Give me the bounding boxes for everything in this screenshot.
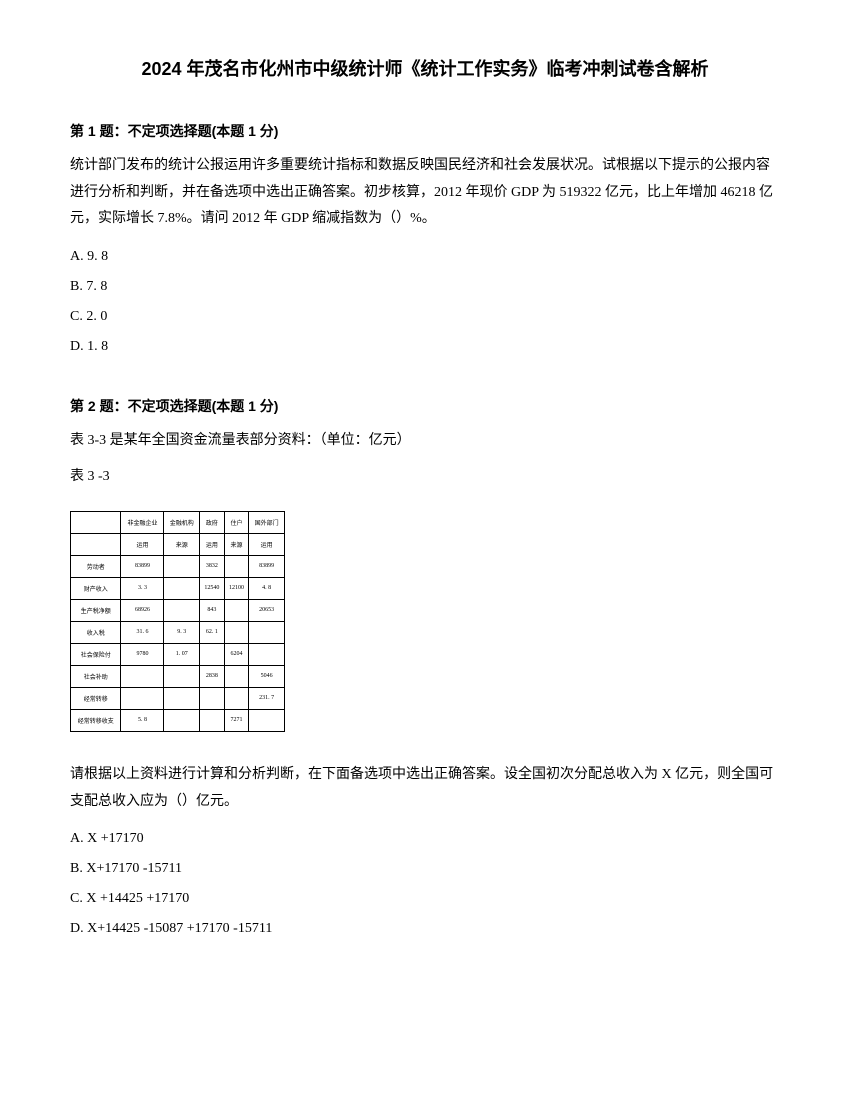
table-cell: [249, 621, 285, 643]
data-table-container: 非金融企业 金融机构 政府 住户 国外部门 运用 来源 运用 来源 运用 劳动者…: [70, 511, 780, 732]
table-cell: 231. 7: [249, 687, 285, 709]
table-header-row: 非金融企业 金融机构 政府 住户 国外部门: [71, 511, 285, 533]
table-row: 经常转移收支 5. 8 7271: [71, 709, 285, 731]
table-subheader-row: 运用 来源 运用 来源 运用: [71, 533, 285, 555]
table-cell: [121, 665, 164, 687]
table-cell: 7271: [224, 709, 249, 731]
table-cell: 生产税净额: [71, 599, 121, 621]
question-2: 第 2 题：不定项选择题(本题 1 分) 表 3-3 是某年全国资金流量表部分资…: [70, 396, 780, 943]
q2-option-b: B. X+17170 -15711: [70, 855, 780, 883]
table-cell: 3. 3: [121, 577, 164, 599]
table-cell: 社会保险付: [71, 643, 121, 665]
table-cell: [224, 599, 249, 621]
q1-option-c: C. 2. 0: [70, 303, 780, 331]
q2-option-c: C. X +14425 +17170: [70, 885, 780, 913]
table-cell: 政府: [200, 511, 225, 533]
table-cell: [164, 577, 200, 599]
table-cell: 20653: [249, 599, 285, 621]
table-row: 社会补助 2838 5046: [71, 665, 285, 687]
q2-header: 第 2 题：不定项选择题(本题 1 分): [70, 396, 780, 416]
table-cell: 83899: [249, 555, 285, 577]
table-cell: [224, 555, 249, 577]
table-cell: 5. 8: [121, 709, 164, 731]
table-cell: 经常转移收支: [71, 709, 121, 731]
table-row: 社会保险付 9780 1. 07 6204: [71, 643, 285, 665]
table-cell: 金融机构: [164, 511, 200, 533]
table-cell: 劳动者: [71, 555, 121, 577]
table-cell: [71, 511, 121, 533]
table-cell: 经常转移: [71, 687, 121, 709]
table-cell: [164, 709, 200, 731]
table-cell: 1. 07: [164, 643, 200, 665]
q1-option-a: A. 9. 8: [70, 243, 780, 271]
q2-option-d: D. X+14425 -15087 +17170 -15711: [70, 915, 780, 943]
table-cell: [164, 687, 200, 709]
table-cell: [200, 687, 225, 709]
q1-header: 第 1 题：不定项选择题(本题 1 分): [70, 121, 780, 141]
table-cell: 运用: [249, 533, 285, 555]
q2-text1: 表 3-3 是某年全国资金流量表部分资料：（单位：亿元）: [70, 428, 780, 455]
q2-text3: 请根据以上资料进行计算和分析判断，在下面备选项中选出正确答案。设全国初次分配总收…: [70, 762, 780, 815]
table-row: 劳动者 83899 3832 83899: [71, 555, 285, 577]
table-cell: 12100: [224, 577, 249, 599]
table-cell: [121, 687, 164, 709]
table-cell: [249, 709, 285, 731]
table-cell: 843: [200, 599, 225, 621]
table-cell: 来源: [224, 533, 249, 555]
question-1: 第 1 题：不定项选择题(本题 1 分) 统计部门发布的统计公报运用许多重要统计…: [70, 121, 780, 361]
table-cell: 83899: [121, 555, 164, 577]
q1-text: 统计部门发布的统计公报运用许多重要统计指标和数据反映国民经济和社会发展状况。试根…: [70, 153, 780, 233]
table-cell: [224, 621, 249, 643]
table-cell: 9780: [121, 643, 164, 665]
table-cell: 6204: [224, 643, 249, 665]
table-cell: 运用: [200, 533, 225, 555]
table-cell: 3832: [200, 555, 225, 577]
table-cell: 收入税: [71, 621, 121, 643]
table-row: 财产收入 3. 3 12540 12100 4. 8: [71, 577, 285, 599]
table-cell: 62. 1: [200, 621, 225, 643]
table-cell: 68926: [121, 599, 164, 621]
q2-text2: 表 3 -3: [70, 464, 780, 491]
data-table: 非金融企业 金融机构 政府 住户 国外部门 运用 来源 运用 来源 运用 劳动者…: [70, 511, 285, 732]
table-cell: 来源: [164, 533, 200, 555]
table-cell: 5046: [249, 665, 285, 687]
table-cell: 财产收入: [71, 577, 121, 599]
table-cell: 2838: [200, 665, 225, 687]
table-cell: [164, 555, 200, 577]
table-cell: [200, 643, 225, 665]
document-title: 2024 年茂名市化州市中级统计师《统计工作实务》临考冲刺试卷含解析: [70, 55, 780, 81]
table-cell: [164, 665, 200, 687]
table-cell: [164, 599, 200, 621]
q1-option-d: D. 1. 8: [70, 333, 780, 361]
table-row: 收入税 31. 6 9. 3 62. 1: [71, 621, 285, 643]
q1-option-b: B. 7. 8: [70, 273, 780, 301]
table-cell: 非金融企业: [121, 511, 164, 533]
table-cell: [200, 709, 225, 731]
q2-option-a: A. X +17170: [70, 825, 780, 853]
table-cell: 住户: [224, 511, 249, 533]
table-row: 生产税净额 68926 843 20653: [71, 599, 285, 621]
table-row: 经常转移 231. 7: [71, 687, 285, 709]
table-cell: 社会补助: [71, 665, 121, 687]
table-cell: 运用: [121, 533, 164, 555]
table-cell: [249, 643, 285, 665]
table-cell: 国外部门: [249, 511, 285, 533]
table-cell: 31. 6: [121, 621, 164, 643]
table-cell: [224, 687, 249, 709]
table-cell: 4. 8: [249, 577, 285, 599]
table-cell: 9. 3: [164, 621, 200, 643]
table-cell: 12540: [200, 577, 225, 599]
table-cell: [71, 533, 121, 555]
table-cell: [224, 665, 249, 687]
